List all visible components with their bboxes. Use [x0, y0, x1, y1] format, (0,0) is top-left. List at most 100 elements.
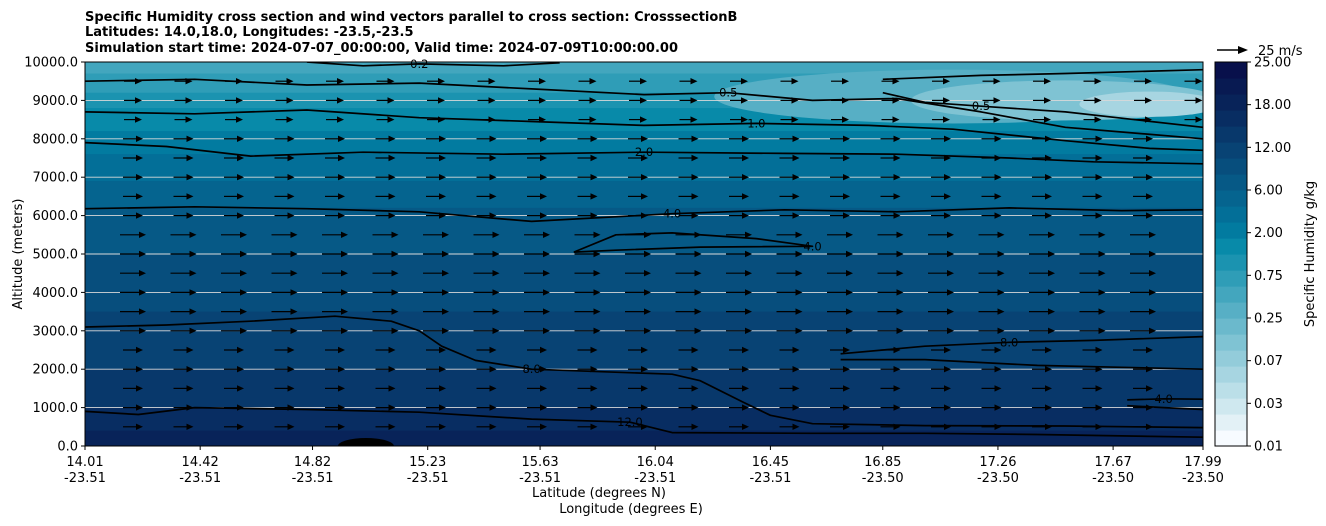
wind-vector-head [439, 212, 446, 219]
wind-vector-head [1098, 270, 1106, 277]
wind-vector-head [994, 423, 1002, 430]
wind-vector-head [1195, 97, 1203, 104]
colorbar-tick-label: 0.03 [1254, 397, 1283, 412]
wind-vector-head [388, 366, 396, 373]
wind-vector-head [893, 423, 901, 430]
wind-vector-head [590, 346, 598, 354]
wind-vector-head [1146, 154, 1153, 162]
wind-vector-head [593, 289, 601, 296]
wind-vector-head [994, 154, 1002, 162]
colorbar-segment [1215, 78, 1247, 95]
wind-vector-head [1095, 404, 1103, 411]
wind-vector-head [240, 327, 247, 334]
wind-vector-head [1146, 135, 1153, 142]
colorbar-segment [1215, 142, 1247, 159]
wind-vector-head [391, 250, 399, 258]
wind-vector-head [136, 212, 143, 219]
wind-vector-head [388, 135, 396, 142]
wind-vector-head [1045, 212, 1052, 219]
wind-vector-head [539, 78, 546, 85]
colorbar-tick-label: 6.00 [1254, 184, 1283, 199]
wind-vector-head [644, 289, 651, 296]
colorbar-segment [1215, 238, 1247, 255]
colorbar-segment [1215, 350, 1247, 367]
wind-vector-head [290, 327, 298, 334]
wind-vector-head [438, 78, 445, 85]
wind-vector-head [795, 250, 803, 258]
wind-vector-head [694, 270, 702, 277]
wind-vector-head [944, 385, 951, 392]
wind-vector-head [997, 289, 1005, 296]
wind-vector-head [690, 97, 698, 104]
wind-vector-head [287, 366, 295, 373]
wind-vector-head [842, 97, 849, 104]
wind-vector-head [136, 423, 143, 430]
wind-vector-head [237, 174, 244, 181]
wind-vector-head [1044, 116, 1051, 123]
wind-vector-head [947, 308, 954, 315]
wind-vector-head [994, 366, 1002, 373]
wind-vector-head [337, 78, 344, 85]
wind-vector-head [641, 366, 648, 373]
wind-vector-head [287, 154, 295, 162]
wind-vector-head [540, 385, 547, 392]
wind-vector-head [589, 78, 597, 85]
wind-vector-head [139, 327, 146, 334]
wind-vector-head [136, 135, 143, 142]
wind-vector-head [1045, 404, 1052, 411]
wind-vector-head [742, 385, 749, 392]
wind-vector-head [387, 78, 395, 85]
wind-vector-head [1145, 116, 1152, 123]
wind-vector-head [1146, 423, 1153, 430]
wind-vector-head [439, 346, 446, 354]
wind-vector-head [287, 212, 295, 219]
wind-vector-head [1048, 308, 1055, 315]
wind-vector-head [1098, 231, 1106, 238]
wind-vector-head [791, 116, 799, 123]
wind-vector-head [792, 174, 800, 181]
wind-vector-head [846, 289, 853, 296]
wind-vector-head [341, 270, 348, 277]
wind-vector-head [640, 97, 647, 104]
wind-vector-head [388, 385, 396, 392]
contour-line-4 [1127, 404, 1203, 411]
wind-vector-head [1149, 289, 1156, 296]
humidity-band [85, 430, 1203, 446]
y-tick-label: 5000.0 [33, 248, 79, 263]
wind-vector-head [593, 308, 601, 315]
wind-vector-head [540, 423, 547, 430]
wind-vector-head [1045, 193, 1052, 200]
wind-vector-head [944, 154, 951, 162]
colorbar-segment [1215, 254, 1247, 271]
wind-vector-head [135, 78, 142, 85]
wind-vector-head [792, 154, 800, 162]
wind-vector-head [792, 193, 800, 200]
wind-vector-head [341, 231, 348, 238]
wind-vector-head [947, 289, 954, 296]
wind-vector-head [189, 231, 197, 238]
y-tick-label: 7000.0 [33, 171, 79, 186]
wind-vector-head [240, 250, 247, 258]
wind-vector-head [189, 327, 197, 334]
contour-line-0-5 [882, 91, 1203, 129]
wind-vector-head [186, 423, 194, 430]
wind-vector-head [792, 404, 800, 411]
x-tick-label-lon: -23.51 [407, 471, 449, 486]
y-tick-label: 3000.0 [33, 324, 79, 339]
colorbar-segment [1215, 382, 1247, 399]
wind-vector-head [1048, 231, 1055, 238]
colorbar-tick-label: 0.07 [1254, 354, 1283, 369]
wind-vector-head [237, 346, 244, 354]
wind-vector-head [136, 154, 143, 162]
contour-line-1 [85, 109, 1203, 152]
wind-vector-head [742, 346, 749, 354]
wind-vector-head [185, 116, 193, 123]
colorbar-segment [1215, 430, 1247, 447]
wind-vector-head [644, 250, 651, 258]
wind-vector-head [1146, 193, 1153, 200]
wind-vector-head [543, 327, 550, 334]
contour-label: 2.0 [635, 145, 653, 159]
wind-vector-head [1146, 212, 1153, 219]
title-line-1: Specific Humidity cross section and wind… [85, 10, 737, 25]
wind-vector-head [136, 193, 143, 200]
